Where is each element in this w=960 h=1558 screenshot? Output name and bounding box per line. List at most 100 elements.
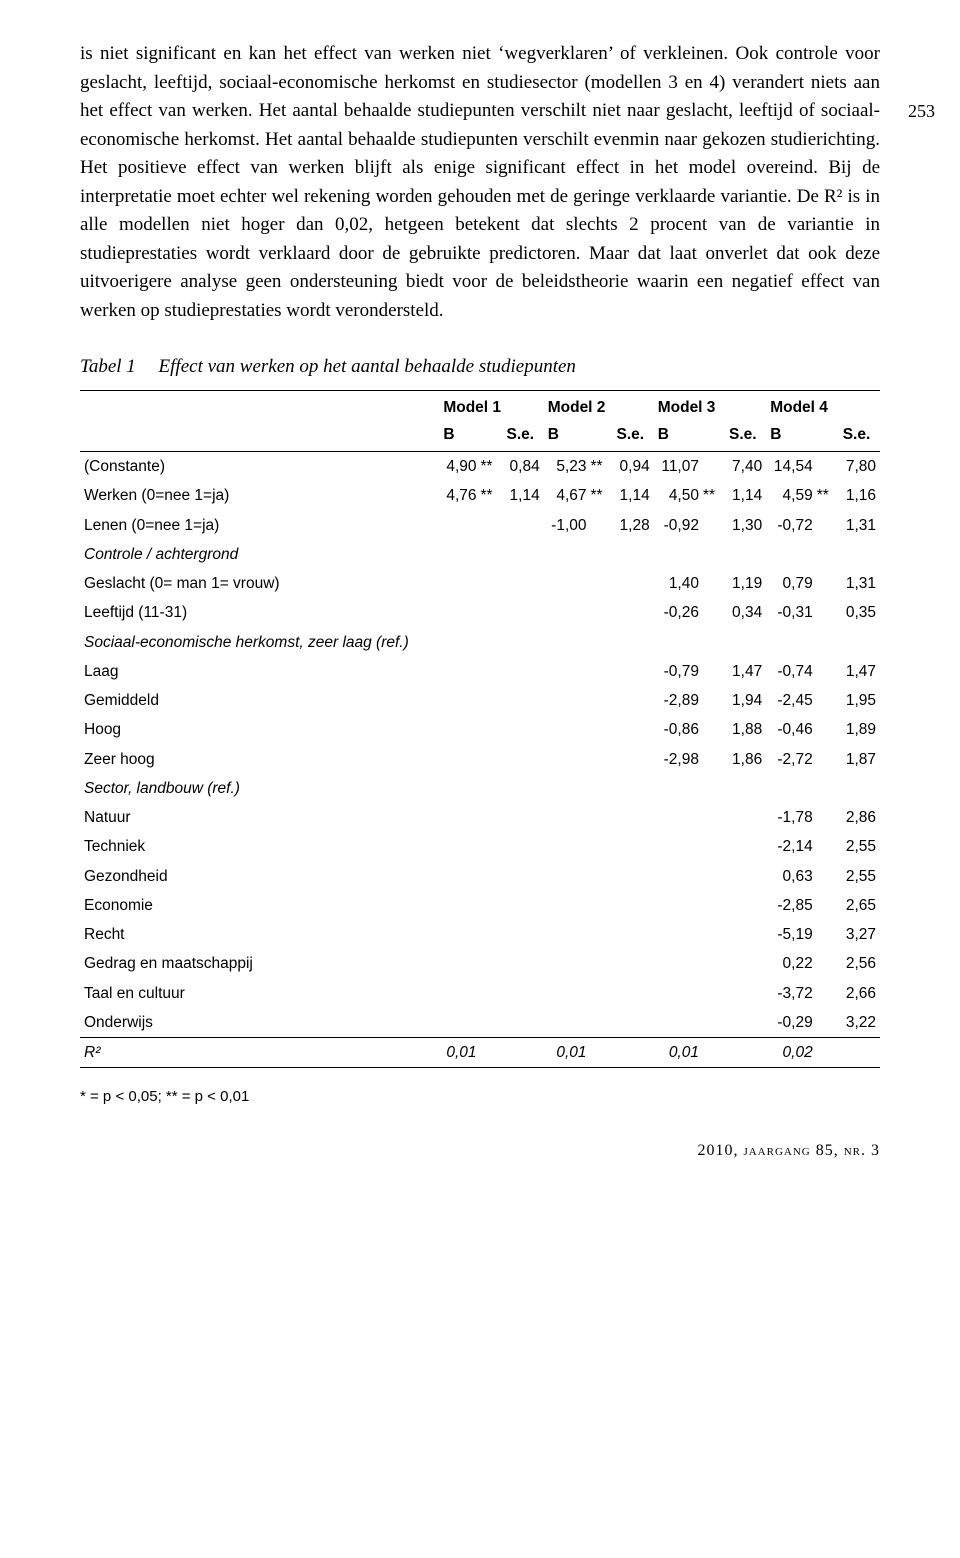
cell <box>591 891 613 920</box>
cell <box>817 1038 839 1068</box>
cell <box>481 715 503 744</box>
table-footnote: * = p < 0,05; ** = p < 0,01 <box>80 1086 880 1109</box>
cell <box>654 832 703 861</box>
cell: -2,14 <box>766 832 817 861</box>
cell <box>503 803 544 832</box>
cell <box>503 569 544 598</box>
cell <box>703 862 725 891</box>
row-label: Economie <box>80 891 439 920</box>
cell: 0,79 <box>766 569 817 598</box>
table-row: Recht-5,193,27 <box>80 920 880 949</box>
cell <box>613 1038 654 1068</box>
sub-header: B <box>766 421 817 452</box>
cell <box>817 920 839 949</box>
cell: 1,47 <box>839 657 880 686</box>
row-label: Laag <box>80 657 439 686</box>
cell <box>703 920 725 949</box>
cell: 0,35 <box>839 598 880 627</box>
model-header: Model 1 <box>439 390 543 421</box>
table-row: Sociaal-economische herkomst, zeer laag … <box>80 628 880 657</box>
table-label: Tabel 1 <box>80 356 136 377</box>
cell <box>703 511 725 540</box>
cell <box>481 920 503 949</box>
table-row: Controle / achtergrond <box>80 540 880 569</box>
row-label: Natuur <box>80 803 439 832</box>
cell <box>591 1038 613 1068</box>
cell <box>591 979 613 1008</box>
cell <box>703 774 725 803</box>
cell <box>544 540 591 569</box>
cell <box>591 598 613 627</box>
cell: 11,07 <box>654 452 703 482</box>
cell <box>817 891 839 920</box>
cell: 1,86 <box>725 745 766 774</box>
cell <box>703 803 725 832</box>
cell <box>613 891 654 920</box>
cell <box>481 540 503 569</box>
row-label: Zeer hoog <box>80 745 439 774</box>
cell <box>839 1038 880 1068</box>
cell <box>703 1008 725 1038</box>
results-table: Model 1 Model 2 Model 3 Model 4 B S.e. B… <box>80 390 880 1069</box>
table-row: Gezondheid0,632,55 <box>80 862 880 891</box>
body-paragraph: is niet significant en kan het effect va… <box>80 40 880 325</box>
cell <box>703 452 725 482</box>
cell <box>481 628 503 657</box>
cell <box>725 1008 766 1038</box>
table-header-row-models: Model 1 Model 2 Model 3 Model 4 <box>80 390 880 421</box>
cell: -0,79 <box>654 657 703 686</box>
table-row: Onderwijs-0,293,22 <box>80 1008 880 1038</box>
cell <box>591 920 613 949</box>
table-header-row-sub: B S.e. B S.e. B S.e. B S.e. <box>80 421 880 452</box>
cell <box>654 774 703 803</box>
cell <box>481 598 503 627</box>
cell <box>503 745 544 774</box>
cell: 1,87 <box>839 745 880 774</box>
cell: -2,45 <box>766 686 817 715</box>
row-label: Gedrag en maatschappij <box>80 949 439 978</box>
cell <box>817 511 839 540</box>
cell: 1,95 <box>839 686 880 715</box>
cell: 1,31 <box>839 569 880 598</box>
cell <box>591 1008 613 1038</box>
cell: -1,78 <box>766 803 817 832</box>
cell <box>817 686 839 715</box>
cell <box>725 803 766 832</box>
cell <box>766 540 817 569</box>
cell: 0,01 <box>439 1038 480 1068</box>
cell: 7,80 <box>839 452 880 482</box>
cell <box>817 628 839 657</box>
cell <box>817 862 839 891</box>
cell <box>439 979 480 1008</box>
row-label: Sector, landbouw (ref.) <box>80 774 439 803</box>
cell <box>613 862 654 891</box>
cell <box>503 540 544 569</box>
table-row: (Constante)4,90**0,845,23**0,9411,077,40… <box>80 452 880 482</box>
cell: -2,98 <box>654 745 703 774</box>
cell <box>654 540 703 569</box>
cell <box>725 862 766 891</box>
cell: 1,89 <box>839 715 880 744</box>
cell <box>481 657 503 686</box>
cell <box>503 979 544 1008</box>
cell <box>725 920 766 949</box>
cell <box>544 745 591 774</box>
cell <box>481 803 503 832</box>
cell <box>613 540 654 569</box>
cell <box>613 774 654 803</box>
cell: 4,76 <box>439 481 480 510</box>
sub-header: B <box>544 421 591 452</box>
cell: -0,86 <box>654 715 703 744</box>
cell <box>591 686 613 715</box>
cell <box>817 715 839 744</box>
cell <box>703 979 725 1008</box>
table-row: Werken (0=nee 1=ja)4,76**1,144,67**1,144… <box>80 481 880 510</box>
cell <box>766 628 817 657</box>
cell <box>439 1008 480 1038</box>
cell: 1,19 <box>725 569 766 598</box>
model-header: Model 4 <box>766 390 880 421</box>
cell <box>544 774 591 803</box>
cell <box>503 920 544 949</box>
cell: ** <box>817 481 839 510</box>
sub-header: S.e. <box>839 421 880 452</box>
